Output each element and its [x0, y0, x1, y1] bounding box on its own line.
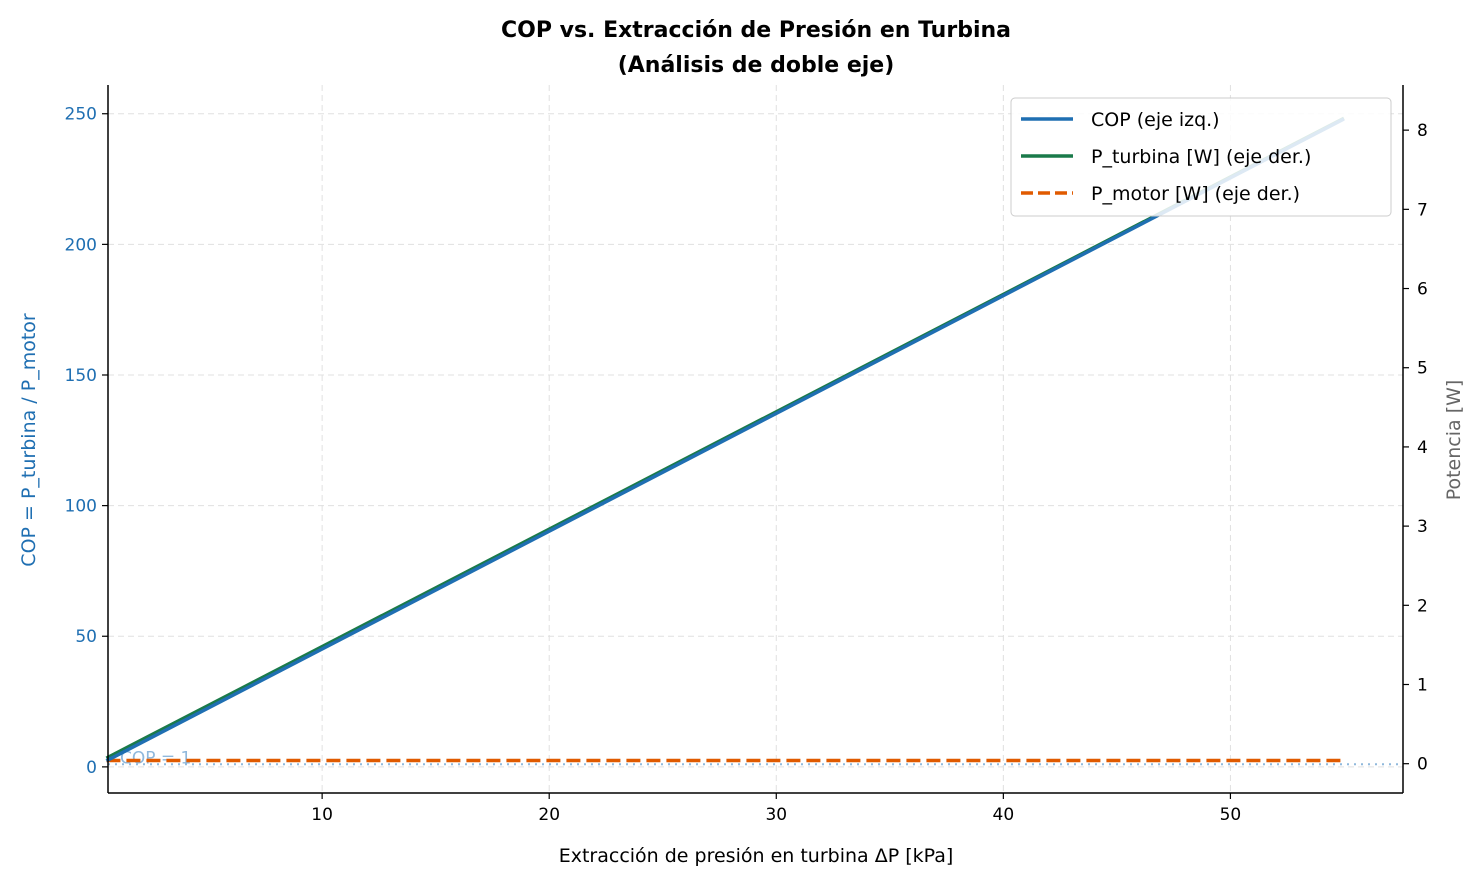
y-tick-label-right: 4	[1417, 438, 1428, 458]
x-axis-label: Extracción de presión en turbina ΔP [kPa…	[559, 845, 954, 867]
x-tick-label: 30	[765, 805, 787, 825]
x-tick-label: 40	[993, 805, 1015, 825]
legend-label: P_turbina [W] (eje der.)	[1091, 146, 1311, 168]
y-tick-label-left: 200	[65, 235, 97, 255]
y-tick-label-right: 2	[1417, 596, 1428, 616]
x-tick-label: 20	[538, 805, 560, 825]
y-tick-label-right: 7	[1417, 200, 1428, 220]
y-tick-label-left: 150	[65, 366, 97, 386]
y-tick-label-right: 5	[1417, 359, 1428, 379]
y-tick-label-left: 100	[65, 497, 97, 517]
y-axis-label-right: Potencia [W]	[1443, 380, 1465, 501]
x-tick-label: 50	[1220, 805, 1242, 825]
y-axis-label-left: COP = P_turbina / P_motor	[18, 313, 40, 567]
legend-box	[1010, 97, 1392, 217]
y-tick-label-right: 0	[1417, 755, 1428, 775]
x-tick-label: 10	[311, 805, 333, 825]
y-tick-label-right: 6	[1417, 280, 1428, 300]
y-tick-label-right: 3	[1417, 517, 1428, 537]
legend-label: COP (eje izq.)	[1091, 109, 1220, 131]
legend-label: P_motor [W] (eje der.)	[1091, 183, 1300, 205]
y-tick-label-right: 1	[1417, 676, 1428, 696]
y-tick-label-left: 250	[65, 105, 97, 125]
y-tick-label-right: 8	[1417, 121, 1428, 141]
chart-subtitle: (Análisis de doble eje)	[618, 53, 895, 78]
y-tick-label-left: 50	[75, 627, 97, 647]
series-line-cop	[105, 117, 1345, 763]
chart-title: COP vs. Extracción de Presión en Turbina	[501, 18, 1011, 43]
cop-1-annotation: COP = 1	[120, 748, 191, 768]
y-tick-label-left: 0	[86, 758, 97, 778]
